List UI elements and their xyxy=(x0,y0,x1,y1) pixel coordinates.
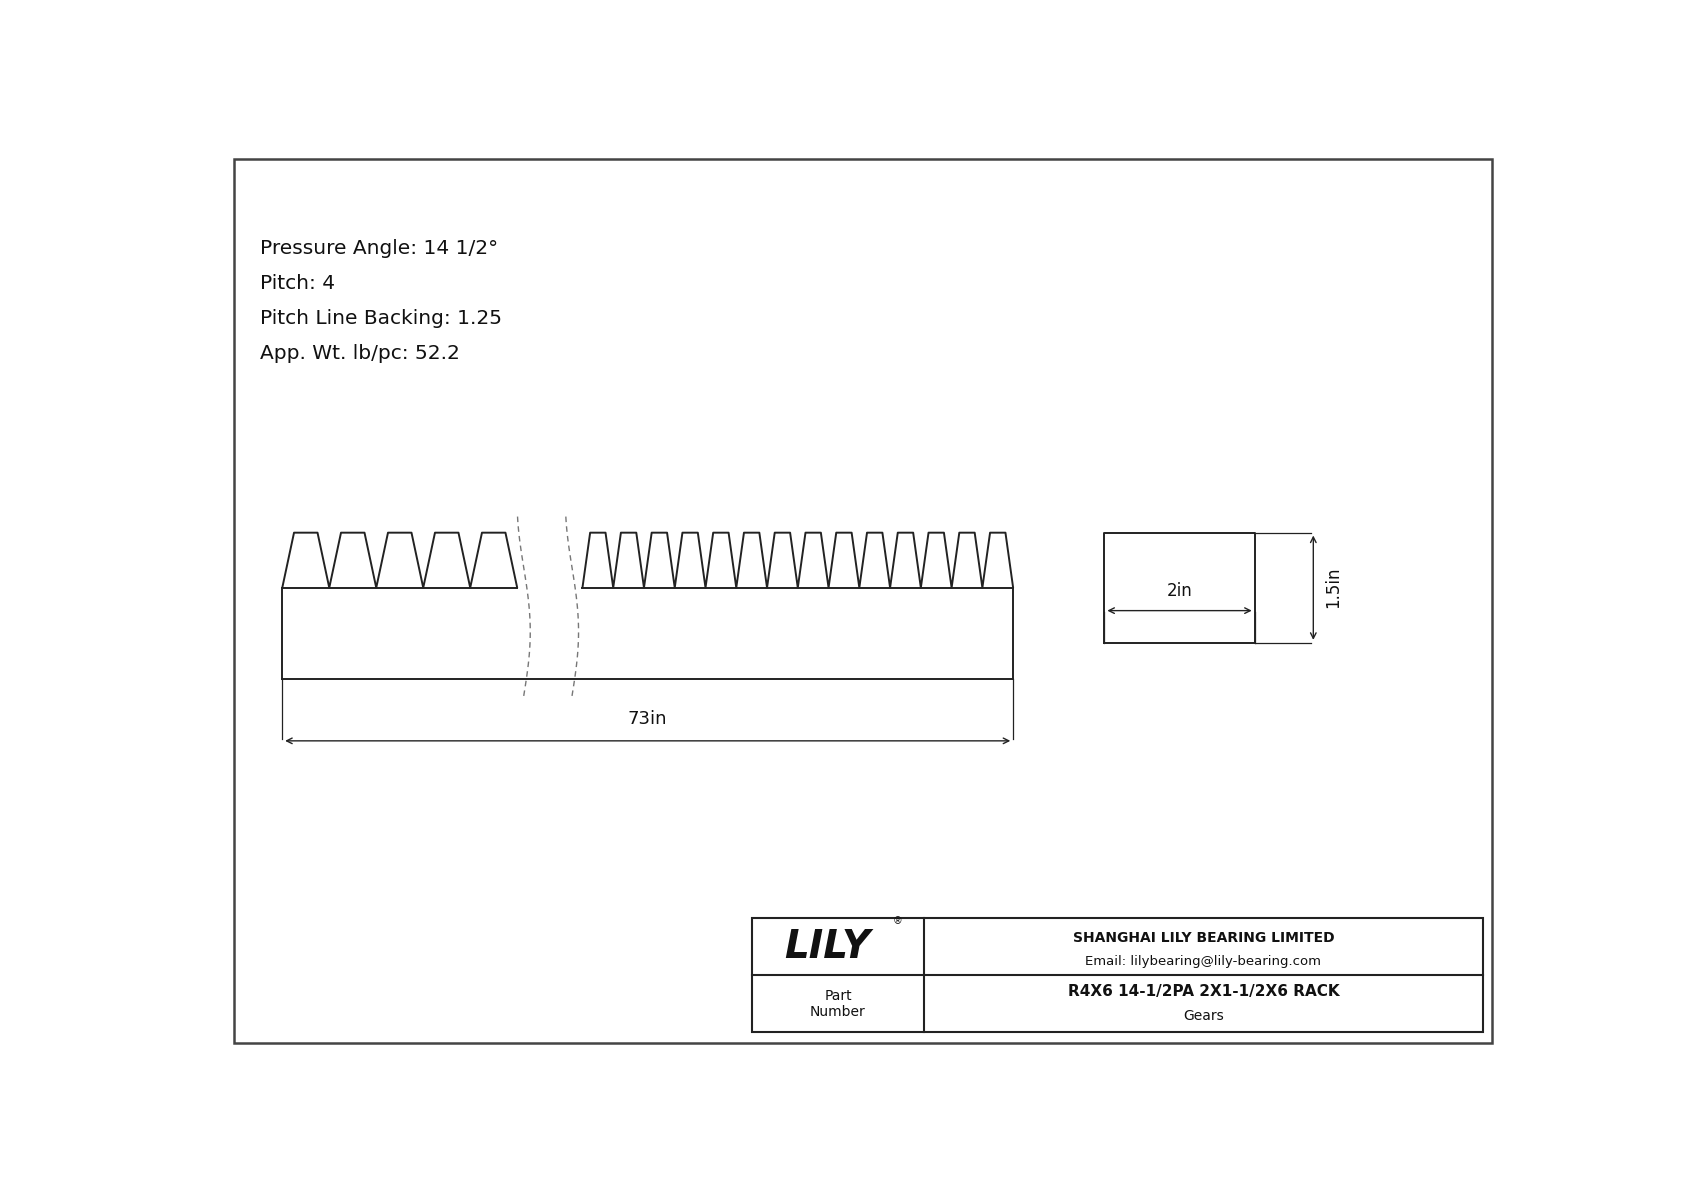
Text: SHANGHAI LILY BEARING LIMITED: SHANGHAI LILY BEARING LIMITED xyxy=(1073,931,1334,946)
Text: Email: lilybearing@lily-bearing.com: Email: lilybearing@lily-bearing.com xyxy=(1086,955,1322,968)
Text: R4X6 14-1/2PA 2X1-1/2X6 RACK: R4X6 14-1/2PA 2X1-1/2X6 RACK xyxy=(1068,984,1339,999)
Text: ®: ® xyxy=(893,916,903,927)
Text: 1.5in: 1.5in xyxy=(1324,567,1342,609)
Text: 2in: 2in xyxy=(1167,581,1192,599)
Bar xyxy=(753,918,1484,1033)
Text: Gears: Gears xyxy=(1184,1010,1224,1023)
Text: Part
Number: Part Number xyxy=(810,989,866,1019)
Text: Pitch Line Backing: 1.25: Pitch Line Backing: 1.25 xyxy=(259,308,502,328)
Text: Pitch: 4: Pitch: 4 xyxy=(259,274,335,293)
Text: App. Wt. lb/pc: 52.2: App. Wt. lb/pc: 52.2 xyxy=(259,344,460,363)
Text: Pressure Angle: 14 1/2°: Pressure Angle: 14 1/2° xyxy=(259,239,498,258)
Text: LILY: LILY xyxy=(785,928,871,966)
Text: 73in: 73in xyxy=(628,710,667,728)
